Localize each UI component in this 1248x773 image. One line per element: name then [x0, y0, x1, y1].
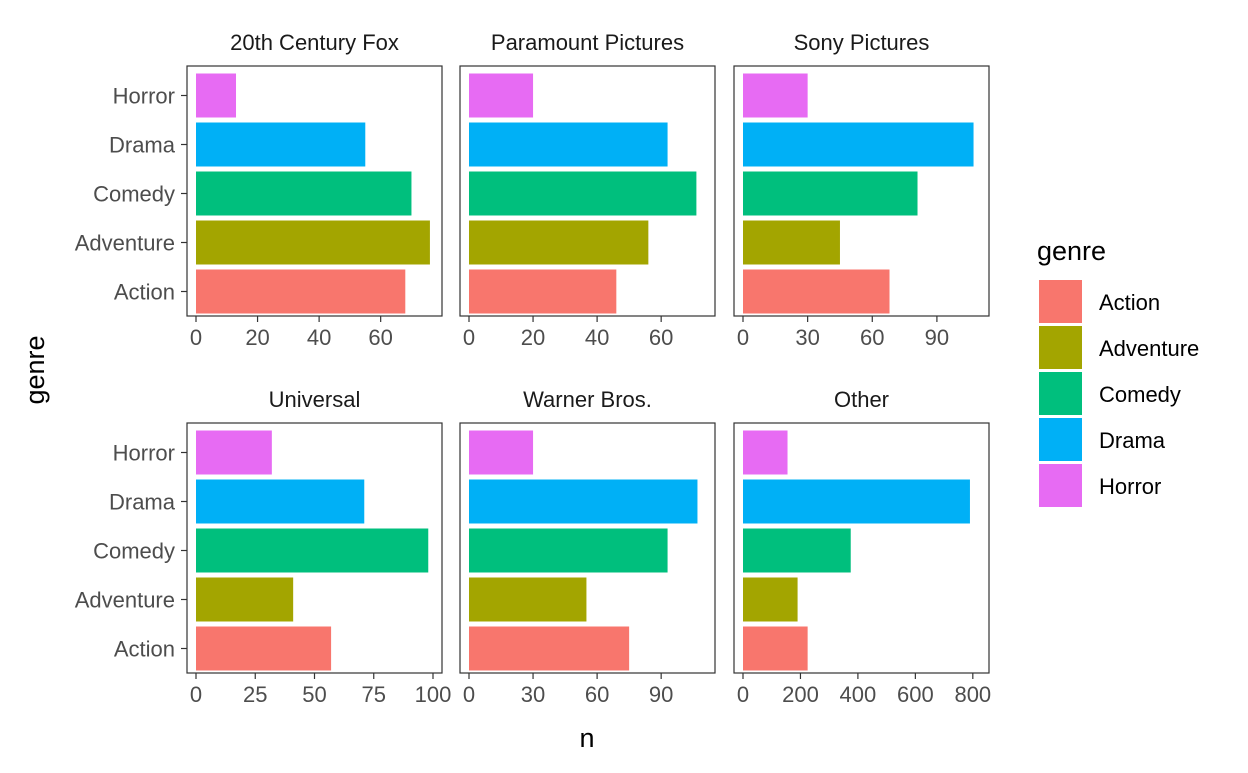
- bar-action: [469, 626, 630, 671]
- panel-title: Other: [834, 387, 889, 412]
- x-tick-label: 60: [585, 682, 609, 707]
- bar-adventure: [743, 577, 798, 622]
- y-tick-label: Adventure: [75, 588, 175, 613]
- y-tick-label: Action: [114, 280, 175, 305]
- x-tick-label: 90: [925, 325, 949, 350]
- y-axis-title: genre: [20, 335, 50, 404]
- legend-label: Comedy: [1099, 382, 1181, 407]
- y-tick-label: Comedy: [93, 182, 175, 207]
- x-tick-label: 40: [585, 325, 609, 350]
- bar-comedy: [743, 528, 851, 573]
- x-tick-label: 25: [243, 682, 267, 707]
- bar-horror: [743, 73, 808, 118]
- x-tick-label: 0: [190, 682, 202, 707]
- bar-horror: [469, 430, 534, 475]
- y-tick-label: Comedy: [93, 539, 175, 564]
- bar-horror: [469, 73, 534, 118]
- legend-label: Adventure: [1099, 336, 1199, 361]
- bar-horror: [196, 430, 272, 475]
- x-tick-label: 0: [463, 325, 475, 350]
- bar-adventure: [743, 220, 840, 265]
- bar-comedy: [743, 171, 918, 216]
- bar-adventure: [469, 577, 587, 622]
- legend-key-adventure: [1039, 326, 1082, 369]
- x-tick-label: 0: [737, 682, 749, 707]
- bar-drama: [469, 479, 698, 524]
- bar-action: [743, 269, 890, 314]
- x-tick-label: 60: [368, 325, 392, 350]
- panel-title: Paramount Pictures: [491, 30, 684, 55]
- legend-label: Horror: [1099, 474, 1161, 499]
- x-tick-label: 60: [860, 325, 884, 350]
- y-tick-label: Drama: [109, 133, 176, 158]
- y-tick-label: Drama: [109, 490, 176, 515]
- x-tick-label: 0: [190, 325, 202, 350]
- bar-comedy: [469, 528, 668, 573]
- bar-action: [196, 626, 332, 671]
- x-tick-label: 90: [649, 682, 673, 707]
- panel-title: Warner Bros.: [523, 387, 652, 412]
- legend-title: genre: [1037, 236, 1106, 266]
- bar-action: [743, 626, 808, 671]
- bar-drama: [469, 122, 668, 167]
- x-tick-label: 75: [362, 682, 386, 707]
- x-tick-label: 60: [649, 325, 673, 350]
- x-tick-label: 40: [307, 325, 331, 350]
- x-tick-label: 20: [245, 325, 269, 350]
- legend-key-horror: [1039, 464, 1082, 507]
- panel-title: 20th Century Fox: [230, 30, 399, 55]
- bar-comedy: [196, 171, 412, 216]
- bar-drama: [743, 479, 970, 524]
- legend-label: Action: [1099, 290, 1160, 315]
- x-tick-label: 20: [521, 325, 545, 350]
- legend-label: Drama: [1099, 428, 1166, 453]
- bar-action: [469, 269, 617, 314]
- x-tick-label: 600: [897, 682, 934, 707]
- legend-key-drama: [1039, 418, 1082, 461]
- bar-drama: [196, 122, 366, 167]
- bar-horror: [196, 73, 237, 118]
- x-tick-label: 0: [737, 325, 749, 350]
- y-tick-label: Adventure: [75, 231, 175, 256]
- x-tick-label: 0: [463, 682, 475, 707]
- panel-title: Sony Pictures: [794, 30, 930, 55]
- x-tick-label: 30: [521, 682, 545, 707]
- bar-action: [196, 269, 406, 314]
- bar-drama: [743, 122, 974, 167]
- legend-key-action: [1039, 280, 1082, 323]
- bar-horror: [743, 430, 788, 475]
- y-tick-label: Horror: [113, 84, 175, 109]
- x-axis-title: n: [579, 723, 594, 753]
- x-tick-label: 800: [954, 682, 991, 707]
- x-tick-label: 50: [302, 682, 326, 707]
- y-tick-label: Action: [114, 637, 175, 662]
- panel-title: Universal: [269, 387, 361, 412]
- bar-adventure: [196, 577, 294, 622]
- bar-drama: [196, 479, 365, 524]
- bar-comedy: [196, 528, 429, 573]
- bar-adventure: [469, 220, 649, 265]
- x-tick-label: 30: [795, 325, 819, 350]
- legend-key-comedy: [1039, 372, 1082, 415]
- bar-adventure: [196, 220, 430, 265]
- x-tick-label: 100: [415, 682, 452, 707]
- x-tick-label: 400: [840, 682, 877, 707]
- y-tick-label: Horror: [113, 441, 175, 466]
- x-tick-label: 200: [782, 682, 819, 707]
- bar-comedy: [469, 171, 697, 216]
